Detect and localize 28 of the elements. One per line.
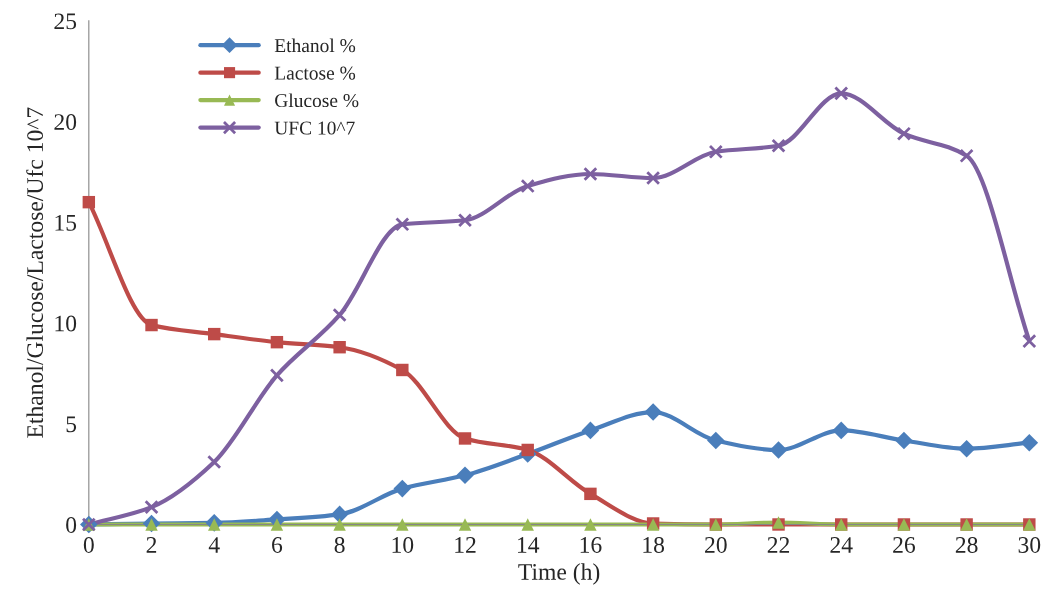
y-axis-title: Ethanol/Glucose/Lactose/Ufc 10^7 (26, 107, 44, 438)
x-tick-label: 10 (392, 536, 414, 553)
x-tick-label: 0 (83, 536, 94, 553)
y-tick-label: 5 (66, 416, 77, 433)
y-tick-label: 20 (54, 114, 77, 131)
x-tick-label: 4 (208, 537, 220, 553)
legend-label: Lactose % (274, 66, 356, 80)
x-tick-label: 20 (705, 536, 727, 553)
y-tick-label: 15 (55, 214, 77, 231)
x-tick-label: 28 (955, 536, 978, 553)
x-tick-label: 12 (455, 537, 476, 553)
x-tick-label: 26 (893, 537, 916, 553)
x-tick-label: 18 (643, 536, 665, 553)
x-tick-label: 22 (767, 537, 790, 553)
x-axis-title: Time (h) (518, 563, 600, 585)
y-tick-label: 10 (55, 315, 77, 332)
x-tick-label: 6 (272, 537, 283, 553)
y-tick-label: 0 (66, 516, 77, 533)
legend-label: Glucose % (275, 93, 359, 108)
legend-label: UFC 10^7 (274, 121, 355, 135)
x-tick-label: 16 (580, 537, 602, 553)
x-tick-label: 30 (1018, 536, 1041, 553)
x-tick-label: 8 (334, 536, 345, 553)
x-tick-label: 2 (146, 537, 157, 553)
legend-label: Ethanol % (274, 38, 356, 53)
y-tick-label: 25 (54, 13, 77, 30)
x-tick-label: 14 (518, 537, 540, 553)
x-tick-label: 24 (830, 537, 853, 553)
